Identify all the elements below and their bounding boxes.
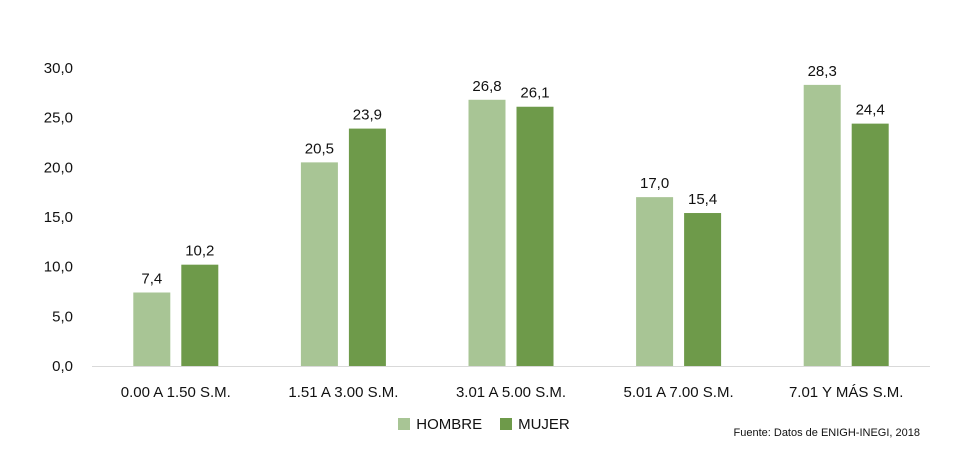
data-label-hombre: 28,3 [808, 63, 837, 80]
y-tick-label: 25,0 [44, 110, 73, 127]
data-label-mujer: 10,2 [185, 243, 214, 260]
data-label-mujer: 24,4 [856, 102, 885, 119]
data-label-mujer: 23,9 [353, 107, 382, 124]
data-label-hombre: 17,0 [640, 175, 669, 192]
y-tick-label: 5,0 [52, 308, 73, 325]
y-tick-label: 20,0 [44, 159, 73, 176]
data-label-hombre: 7,4 [141, 270, 162, 287]
bars-group [133, 84, 889, 367]
source-note: Fuente: Datos de ENIGH-INEGI, 2018 [733, 427, 920, 439]
x-tick-label: 1.51 A 3.00 S.M. [288, 384, 398, 401]
bar-hombre [636, 197, 674, 366]
data-label-mujer: 15,4 [688, 191, 717, 208]
y-axis-tick-labels: 0,0 5,0 10,0 15,0 20,0 25,0 30,0 [44, 60, 73, 375]
x-tick-label: 5.01 A 7.00 S.M. [624, 384, 734, 401]
data-labels-group: 7,4 10,2 20,5 23,9 26,8 26,1 17,0 15,4 28,3 24,4 [141, 63, 884, 288]
legend-label-hombre: HOMBRE [416, 415, 483, 433]
bar-mujer [348, 128, 386, 366]
y-tick-label: 15,0 [44, 209, 73, 226]
legend-item-hombre: HOMBRE [398, 416, 482, 433]
bar-mujer [181, 264, 219, 366]
legend-swatch-mujer [500, 418, 513, 430]
bar-hombre [468, 99, 506, 366]
x-axis-tick-labels: 0.00 A 1.50 S.M. 1.51 A 3.00 S.M. 3.01 A 5… [121, 384, 904, 401]
bar-mujer [684, 213, 722, 366]
x-tick-label: 0.00 A 1.50 S.M. [121, 384, 231, 401]
legend-swatch-hombre [398, 418, 411, 430]
bar-hombre [803, 84, 841, 367]
data-label-hombre: 26,8 [472, 78, 501, 95]
y-tick-label: 30,0 [44, 60, 73, 77]
bar-hombre [133, 292, 171, 366]
data-label-mujer: 26,1 [520, 85, 549, 102]
y-tick-label: 0,0 [52, 358, 73, 375]
bar-mujer [516, 106, 554, 367]
bar-mujer [851, 123, 889, 366]
bar-hombre [300, 162, 338, 366]
y-tick-label: 10,0 [44, 259, 73, 276]
x-tick-label: 7.01 Y MÁS S.M. [789, 384, 904, 401]
x-tick-label: 3.01 A 5.00 S.M. [456, 384, 566, 401]
legend-label-mujer: MUJER [518, 415, 570, 433]
legend: HOMBRE MUJER [0, 412, 968, 436]
data-label-hombre: 20,5 [305, 140, 334, 157]
legend-item-mujer: MUJER [500, 416, 570, 433]
